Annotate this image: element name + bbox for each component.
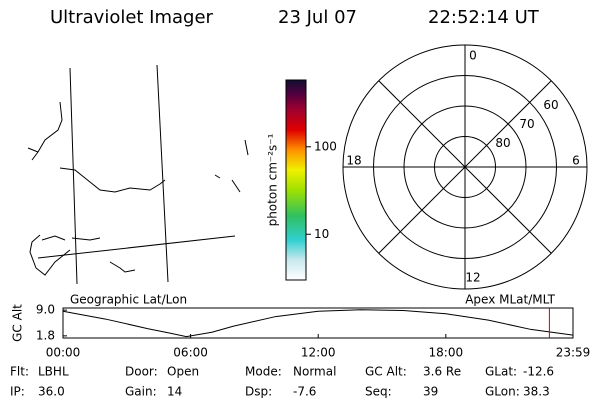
mlt-label: 0	[469, 49, 477, 63]
info-label: Dsp:	[245, 385, 272, 399]
info-value: 38.3	[523, 385, 550, 399]
x-tick-label: 06:00	[173, 346, 208, 360]
info-value: 3.6 Re	[423, 365, 461, 379]
info-label: GLon:	[485, 385, 520, 399]
info-value: -7.6	[293, 385, 316, 399]
info-value: 39	[423, 385, 438, 399]
polar-ring-label: 60	[543, 98, 558, 112]
info-value: Open	[167, 365, 199, 379]
x-tick-label: 18:00	[429, 346, 464, 360]
polar-ring-label: 80	[495, 136, 510, 150]
info-label: GLat:	[485, 365, 517, 379]
polar-ring-label: 70	[519, 117, 534, 131]
map-label: Geographic Lat/Lon	[70, 293, 187, 307]
info-label: GC Alt:	[365, 365, 407, 379]
info-label: Seq:	[365, 385, 392, 399]
instrument: Ultraviolet Imager	[50, 7, 214, 28]
mlt-label: 12	[465, 271, 480, 285]
polar-label: Apex MLat/MLT	[465, 293, 555, 307]
colorbar-tick-label: 100	[314, 139, 337, 153]
polar-ring	[403, 105, 527, 229]
time: 22:52:14 UT	[428, 7, 540, 28]
altitude-line	[62, 309, 574, 338]
colorbar-tick-label: 10	[314, 227, 329, 241]
mlt-label: 18	[346, 154, 361, 168]
x-tick-label: 00:00	[46, 346, 81, 360]
mlt-label: 6	[572, 154, 580, 168]
y-axis-label: GC Alt	[11, 304, 25, 342]
info-value: LBHL	[38, 365, 69, 379]
y-tick-label: 9.0	[36, 303, 55, 317]
info-value: -12.6	[523, 365, 554, 379]
info-value: Normal	[293, 365, 336, 379]
map	[27, 64, 249, 285]
plot-frame	[62, 307, 574, 339]
info-value: 36.0	[38, 385, 65, 399]
polar-ring	[434, 136, 496, 198]
colorbar	[285, 79, 307, 281]
info-label: Gain:	[125, 385, 157, 399]
info-label: IP:	[10, 385, 25, 399]
info-label: Mode:	[245, 365, 282, 379]
polar-ring	[373, 75, 557, 259]
info-label: Flt:	[10, 365, 29, 379]
polar-axis	[378, 80, 552, 254]
x-tick-label: 23:59	[556, 346, 591, 360]
info-value: 14	[167, 385, 182, 399]
colorbar-label: photon cm⁻²s⁻¹	[266, 133, 280, 226]
x-tick-label: 12:00	[301, 346, 336, 360]
info-label: Door:	[125, 365, 158, 379]
date: 23 Jul 07	[278, 7, 357, 28]
y-tick-label: 1.8	[36, 328, 55, 342]
